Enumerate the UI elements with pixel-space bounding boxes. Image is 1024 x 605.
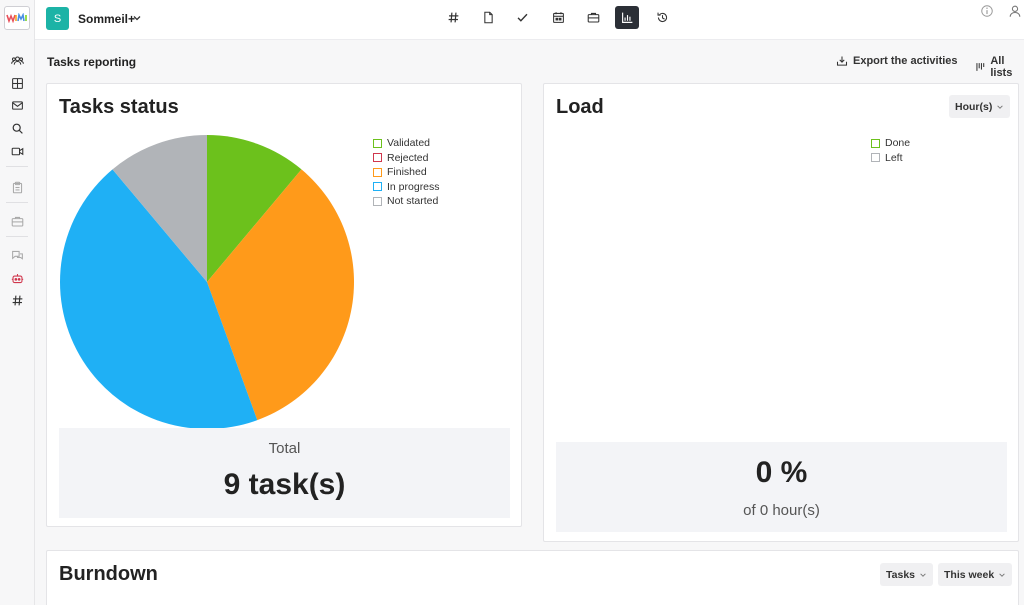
users-icon[interactable]: [9, 52, 25, 68]
top-bar: S Sommeil+: [35, 0, 1024, 40]
all-lists-label: All lists: [990, 55, 1013, 79]
chat-icon[interactable]: [9, 247, 25, 263]
wimi-logo-icon: [6, 13, 27, 23]
chevron-down-icon: [997, 104, 1004, 109]
tasks-total-panel: Total 9 task(s): [59, 428, 510, 518]
export-label: Export the activities: [853, 55, 958, 67]
sidebar-divider: [6, 236, 28, 237]
legend-item-validated[interactable]: Validated: [373, 136, 440, 151]
clipboard-icon[interactable]: [9, 179, 25, 195]
export-activities-button[interactable]: Export the activities: [836, 55, 958, 67]
briefcase-icon[interactable]: [581, 6, 605, 29]
legend-label: Rejected: [387, 151, 429, 164]
user-icon[interactable]: [1008, 4, 1022, 18]
burndown-title: Burndown: [59, 563, 158, 585]
legend-swatch: [871, 138, 880, 148]
legend-label: Not started: [387, 195, 439, 208]
legend-label: Validated: [387, 137, 431, 150]
load-card: Load Hour(s) Done Left 0 % of 0 hour(s): [543, 83, 1019, 542]
total-value: 9 task(s): [223, 468, 346, 501]
check-icon[interactable]: [510, 6, 534, 29]
total-label: Total: [268, 440, 301, 457]
tasks-status-legend: Validated Rejected Finished In progress Not …: [373, 136, 440, 209]
legend-swatch: [373, 153, 382, 163]
chart-icon[interactable]: [615, 6, 639, 29]
load-unit-select[interactable]: Hour(s): [949, 95, 1011, 118]
load-legend: Done Left: [871, 136, 910, 165]
all-lists-button[interactable]: All lists: [975, 55, 1024, 79]
chevron-down-icon: [920, 572, 926, 577]
tasks-status-card: Tasks status Validated Rejected Finished In…: [46, 83, 522, 527]
hash-icon[interactable]: [9, 292, 25, 308]
history-icon[interactable]: [650, 6, 674, 29]
burndown-metric-select[interactable]: Tasks: [880, 563, 933, 586]
legend-item-left[interactable]: Left: [871, 151, 910, 166]
calendar-icon[interactable]: [546, 6, 570, 29]
legend-swatch: [373, 182, 382, 192]
document-icon[interactable]: [476, 6, 500, 29]
legend-label: Done: [885, 137, 911, 150]
load-percent-value: 0 %: [755, 456, 808, 489]
legend-item-done[interactable]: Done: [871, 136, 910, 151]
legend-item-not-started[interactable]: Not started: [373, 194, 440, 209]
sidebar: [0, 0, 35, 605]
app-logo[interactable]: [4, 6, 30, 30]
video-icon[interactable]: [9, 143, 25, 159]
dashboard-icon[interactable]: [9, 75, 25, 91]
legend-label: In progress: [387, 180, 440, 193]
pie-slice-in-progress[interactable]: [60, 169, 258, 429]
briefcase-icon[interactable]: [9, 213, 25, 229]
burndown-period-select[interactable]: This week: [938, 563, 1013, 586]
project-name[interactable]: Sommeil+: [78, 12, 136, 26]
project-avatar[interactable]: S: [46, 7, 69, 30]
tasks-status-pie-chart: [60, 135, 354, 429]
tasks-status-title: Tasks status: [59, 96, 179, 118]
legend-swatch: [373, 167, 382, 177]
sidebar-divider: [6, 166, 28, 167]
legend-item-in-progress[interactable]: In progress: [373, 180, 440, 195]
pie-slice-finished[interactable]: [207, 169, 354, 421]
export-icon: [836, 56, 848, 66]
pie-slice-not-started[interactable]: [112, 135, 207, 282]
search-icon[interactable]: [9, 120, 25, 136]
legend-swatch: [373, 138, 382, 148]
burndown-metric-value: Tasks: [886, 568, 915, 581]
load-percent-panel: 0 % of 0 hour(s): [556, 442, 1007, 532]
pie-slice-validated[interactable]: [207, 135, 302, 282]
chevron-down-icon[interactable]: [132, 13, 142, 23]
mail-icon[interactable]: [9, 97, 25, 113]
chevron-down-icon: [999, 572, 1005, 577]
burndown-period-value: This week: [944, 568, 995, 581]
burndown-card: Burndown Tasks This week: [46, 550, 1019, 605]
legend-label: Finished: [387, 166, 427, 179]
load-unit-value: Hour(s): [955, 100, 993, 113]
sidebar-divider: [6, 202, 28, 203]
robot-icon[interactable]: [9, 270, 25, 286]
legend-item-rejected[interactable]: Rejected: [373, 151, 440, 166]
legend-swatch: [871, 153, 880, 163]
load-title: Load: [556, 96, 604, 118]
legend-label: Left: [885, 151, 903, 164]
page-title: Tasks reporting: [47, 55, 137, 69]
lists-icon: [976, 63, 985, 71]
load-percent-caption: of 0 hour(s): [743, 502, 820, 519]
info-icon[interactable]: [980, 4, 994, 18]
legend-item-finished[interactable]: Finished: [373, 165, 440, 180]
legend-swatch: [373, 196, 382, 206]
hash-icon[interactable]: [441, 6, 465, 29]
